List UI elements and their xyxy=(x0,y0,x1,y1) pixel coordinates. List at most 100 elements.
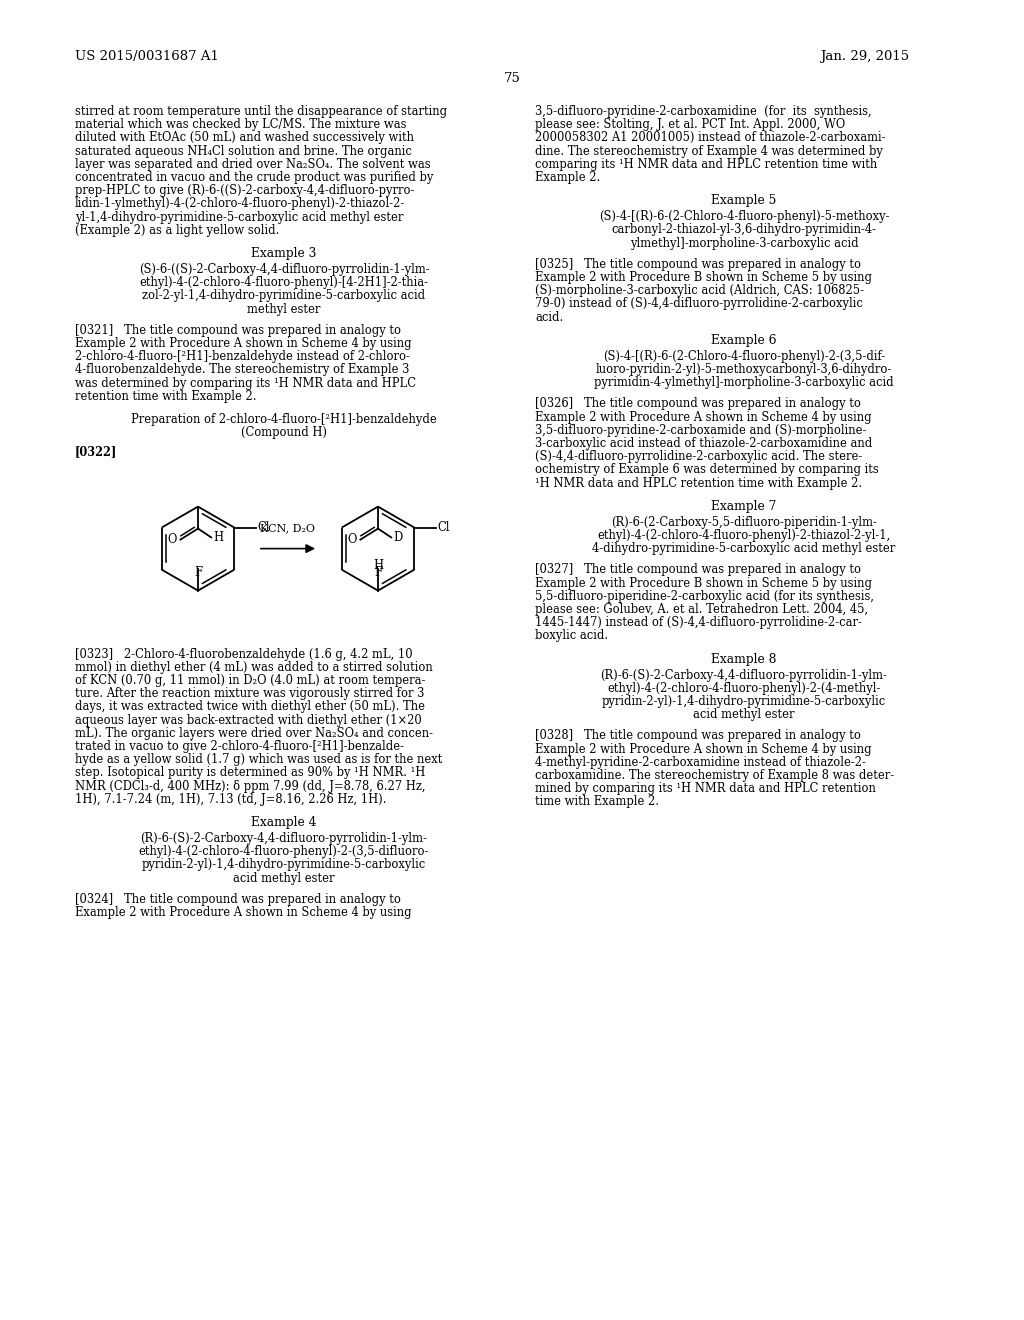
Text: pyridin-2-yl)-1,4-dihydro-pyrimidine-5-carboxylic: pyridin-2-yl)-1,4-dihydro-pyrimidine-5-c… xyxy=(602,696,886,708)
Text: acid methyl ester: acid methyl ester xyxy=(233,871,335,884)
Text: ture. After the reaction mixture was vigorously stirred for 3: ture. After the reaction mixture was vig… xyxy=(75,688,424,700)
Text: diluted with EtOAc (50 mL) and washed successively with: diluted with EtOAc (50 mL) and washed su… xyxy=(75,132,414,144)
Text: aqueous layer was back-extracted with diethyl ether (1×20: aqueous layer was back-extracted with di… xyxy=(75,714,422,726)
Text: KCN, D₂O: KCN, D₂O xyxy=(260,524,315,533)
Text: days, it was extracted twice with diethyl ether (50 mL). The: days, it was extracted twice with diethy… xyxy=(75,701,425,713)
Text: layer was separated and dried over Na₂SO₄. The solvent was: layer was separated and dried over Na₂SO… xyxy=(75,158,431,170)
Text: (R)-6-(2-Carboxy-5,5-difluoro-piperidin-1-ylm-: (R)-6-(2-Carboxy-5,5-difluoro-piperidin-… xyxy=(611,516,877,529)
Text: Example 7: Example 7 xyxy=(712,500,776,512)
Text: prep-HPLC to give (R)-6-((S)-2-carboxy-4,4-difluoro-pyrro-: prep-HPLC to give (R)-6-((S)-2-carboxy-4… xyxy=(75,185,415,197)
Text: 2000058302 A1 20001005) instead of thiazole-2-carboxami-: 2000058302 A1 20001005) instead of thiaz… xyxy=(535,132,886,144)
Text: O: O xyxy=(168,533,177,546)
Text: O: O xyxy=(348,533,357,546)
Text: (Compound H): (Compound H) xyxy=(241,426,327,440)
Text: (R)-6-(S)-2-Carboxy-4,4-difluoro-pyrrolidin-1-ylm-: (R)-6-(S)-2-Carboxy-4,4-difluoro-pyrroli… xyxy=(140,832,427,845)
Text: hyde as a yellow solid (1.7 g) which was used as is for the next: hyde as a yellow solid (1.7 g) which was… xyxy=(75,754,442,766)
Text: (S)-4-[(R)-6-(2-Chloro-4-fluoro-phenyl)-5-methoxy-: (S)-4-[(R)-6-(2-Chloro-4-fluoro-phenyl)-… xyxy=(599,210,889,223)
Text: stirred at room temperature until the disappearance of starting: stirred at room temperature until the di… xyxy=(75,106,447,117)
Text: [0321]   The title compound was prepared in analogy to: [0321] The title compound was prepared i… xyxy=(75,323,401,337)
Text: 4-fluorobenzaldehyde. The stereochemistry of Example 3: 4-fluorobenzaldehyde. The stereochemistr… xyxy=(75,363,410,376)
Text: (S)-morpholine-3-carboxylic acid (Aldrich, CAS: 106825-: (S)-morpholine-3-carboxylic acid (Aldric… xyxy=(535,284,864,297)
Text: (S)-4,4-difluoro-pyrrolidine-2-carboxylic acid. The stere-: (S)-4,4-difluoro-pyrrolidine-2-carboxyli… xyxy=(535,450,862,463)
Text: acid.: acid. xyxy=(535,310,563,323)
Text: Example 6: Example 6 xyxy=(712,334,777,347)
Text: [0322]: [0322] xyxy=(75,445,118,458)
Text: [0326]   The title compound was prepared in analogy to: [0326] The title compound was prepared i… xyxy=(535,397,861,411)
Text: H: H xyxy=(213,531,223,544)
Text: carboxamidine. The stereochemistry of Example 8 was deter-: carboxamidine. The stereochemistry of Ex… xyxy=(535,770,894,781)
Text: Example 2 with Procedure A shown in Scheme 4 by using: Example 2 with Procedure A shown in Sche… xyxy=(75,906,412,919)
Text: [0325]   The title compound was prepared in analogy to: [0325] The title compound was prepared i… xyxy=(535,257,861,271)
Text: D: D xyxy=(393,531,402,544)
Text: pyridin-2-yl)-1,4-dihydro-pyrimidine-5-carboxylic: pyridin-2-yl)-1,4-dihydro-pyrimidine-5-c… xyxy=(142,858,426,871)
Text: dine. The stereochemistry of Example 4 was determined by: dine. The stereochemistry of Example 4 w… xyxy=(535,145,883,157)
Text: material which was checked by LC/MS. The mixture was: material which was checked by LC/MS. The… xyxy=(75,119,407,131)
Text: boxylic acid.: boxylic acid. xyxy=(535,630,608,643)
Text: was determined by comparing its ¹H NMR data and HPLC: was determined by comparing its ¹H NMR d… xyxy=(75,376,416,389)
Text: zol-2-yl-1,4-dihydro-pyrimidine-5-carboxylic acid: zol-2-yl-1,4-dihydro-pyrimidine-5-carbox… xyxy=(142,289,426,302)
Text: 5,5-difluoro-piperidine-2-carboxylic acid (for its synthesis,: 5,5-difluoro-piperidine-2-carboxylic aci… xyxy=(535,590,874,603)
Text: (S)-4-[(R)-6-(2-Chloro-4-fluoro-phenyl)-2-(3,5-dif-: (S)-4-[(R)-6-(2-Chloro-4-fluoro-phenyl)-… xyxy=(603,350,885,363)
Text: 79-0) instead of (S)-4,4-difluoro-pyrrolidine-2-carboxylic: 79-0) instead of (S)-4,4-difluoro-pyrrol… xyxy=(535,297,863,310)
Text: Example 5: Example 5 xyxy=(712,194,776,207)
Text: H: H xyxy=(373,558,383,572)
Text: saturated aqueous NH₄Cl solution and brine. The organic: saturated aqueous NH₄Cl solution and bri… xyxy=(75,145,412,157)
Text: 3,5-difluoro-pyridine-2-carboxamide and (S)-morpholine-: 3,5-difluoro-pyridine-2-carboxamide and … xyxy=(535,424,866,437)
Text: US 2015/0031687 A1: US 2015/0031687 A1 xyxy=(75,50,219,63)
Text: Preparation of 2-chloro-4-fluoro-[²H1]-benzaldehyde: Preparation of 2-chloro-4-fluoro-[²H1]-b… xyxy=(131,413,437,426)
Text: ochemistry of Example 6 was determined by comparing its: ochemistry of Example 6 was determined b… xyxy=(535,463,879,477)
Text: NMR (CDCl₃-d, 400 MHz): δ ppm 7.99 (dd, J=8.78, 6.27 Hz,: NMR (CDCl₃-d, 400 MHz): δ ppm 7.99 (dd, … xyxy=(75,780,426,792)
Text: luoro-pyridin-2-yl)-5-methoxycarbonyl-3,6-dihydro-: luoro-pyridin-2-yl)-5-methoxycarbonyl-3,… xyxy=(596,363,892,376)
Text: F: F xyxy=(194,565,202,578)
Text: Cl: Cl xyxy=(257,521,270,535)
Text: [0328]   The title compound was prepared in analogy to: [0328] The title compound was prepared i… xyxy=(535,730,861,742)
Text: 1445-1447) instead of (S)-4,4-difluoro-pyrrolidine-2-car-: 1445-1447) instead of (S)-4,4-difluoro-p… xyxy=(535,616,862,630)
Text: mmol) in diethyl ether (4 mL) was added to a stirred solution: mmol) in diethyl ether (4 mL) was added … xyxy=(75,661,433,673)
Text: 1H), 7.1-7.24 (m, 1H), 7.13 (td, J=8.16, 2.26 Hz, 1H).: 1H), 7.1-7.24 (m, 1H), 7.13 (td, J=8.16,… xyxy=(75,793,386,805)
Text: Example 4: Example 4 xyxy=(251,816,316,829)
Text: [0327]   The title compound was prepared in analogy to: [0327] The title compound was prepared i… xyxy=(535,564,861,577)
Text: step. Isotopical purity is determined as 90% by ¹H NMR. ¹H: step. Isotopical purity is determined as… xyxy=(75,767,425,779)
Text: (Example 2) as a light yellow solid.: (Example 2) as a light yellow solid. xyxy=(75,224,280,236)
Text: ethyl)-4-(2-chloro-4-fluoro-phenyl)-2-(3,5-difluoro-: ethyl)-4-(2-chloro-4-fluoro-phenyl)-2-(3… xyxy=(139,845,429,858)
Text: yl-1,4-dihydro-pyrimidine-5-carboxylic acid methyl ester: yl-1,4-dihydro-pyrimidine-5-carboxylic a… xyxy=(75,211,403,223)
Text: please see: Golubev, A. et al. Tetrahedron Lett. 2004, 45,: please see: Golubev, A. et al. Tetrahedr… xyxy=(535,603,868,616)
Text: 3,5-difluoro-pyridine-2-carboxamidine  (for  its  synthesis,: 3,5-difluoro-pyridine-2-carboxamidine (f… xyxy=(535,106,871,117)
Text: F: F xyxy=(374,565,382,578)
Text: Example 3: Example 3 xyxy=(251,247,316,260)
Text: Example 2 with Procedure B shown in Scheme 5 by using: Example 2 with Procedure B shown in Sche… xyxy=(535,271,872,284)
Text: Example 2 with Procedure A shown in Scheme 4 by using: Example 2 with Procedure A shown in Sche… xyxy=(535,411,871,424)
Text: of KCN (0.70 g, 11 mmol) in D₂O (4.0 mL) at room tempera-: of KCN (0.70 g, 11 mmol) in D₂O (4.0 mL)… xyxy=(75,675,425,686)
Text: time with Example 2.: time with Example 2. xyxy=(535,796,659,808)
Text: (R)-6-(S)-2-Carboxy-4,4-difluoro-pyrrolidin-1-ylm-: (R)-6-(S)-2-Carboxy-4,4-difluoro-pyrroli… xyxy=(600,669,888,681)
Text: mL). The organic layers were dried over Na₂SO₄ and concen-: mL). The organic layers were dried over … xyxy=(75,727,433,739)
Text: ¹H NMR data and HPLC retention time with Example 2.: ¹H NMR data and HPLC retention time with… xyxy=(535,477,862,490)
Text: concentrated in vacuo and the crude product was purified by: concentrated in vacuo and the crude prod… xyxy=(75,172,433,183)
Text: ethyl)-4-(2-chloro-4-fluoro-phenyl)-[4-2H1]-2-thia-: ethyl)-4-(2-chloro-4-fluoro-phenyl)-[4-2… xyxy=(139,276,428,289)
Text: please see: Stolting, J. et al. PCT Int. Appl. 2000, WO: please see: Stolting, J. et al. PCT Int.… xyxy=(535,119,845,131)
Text: carbonyl-2-thiazol-yl-3,6-dihydro-pyrimidin-4-: carbonyl-2-thiazol-yl-3,6-dihydro-pyrimi… xyxy=(611,223,877,236)
Text: methyl ester: methyl ester xyxy=(248,302,321,315)
Text: 75: 75 xyxy=(504,73,520,84)
Text: (S)-6-((S)-2-Carboxy-4,4-difluoro-pyrrolidin-1-ylm-: (S)-6-((S)-2-Carboxy-4,4-difluoro-pyrrol… xyxy=(138,263,429,276)
Text: lidin-1-ylmethyl)-4-(2-chloro-4-fluoro-phenyl)-2-thiazol-2-: lidin-1-ylmethyl)-4-(2-chloro-4-fluoro-p… xyxy=(75,198,406,210)
Text: Jan. 29, 2015: Jan. 29, 2015 xyxy=(820,50,909,63)
Text: 2-chloro-4-fluoro-[²H1]-benzaldehyde instead of 2-chloro-: 2-chloro-4-fluoro-[²H1]-benzaldehyde ins… xyxy=(75,350,410,363)
Text: ethyl)-4-(2-chloro-4-fluoro-phenyl)-2-(4-methyl-: ethyl)-4-(2-chloro-4-fluoro-phenyl)-2-(4… xyxy=(607,682,881,694)
Text: mined by comparing its ¹H NMR data and HPLC retention: mined by comparing its ¹H NMR data and H… xyxy=(535,783,876,795)
Text: acid methyl ester: acid methyl ester xyxy=(693,709,795,721)
Text: trated in vacuo to give 2-chloro-4-fluoro-[²H1]-benzalde-: trated in vacuo to give 2-chloro-4-fluor… xyxy=(75,741,404,752)
Text: 3-carboxylic acid instead of thiazole-2-carboxamidine and: 3-carboxylic acid instead of thiazole-2-… xyxy=(535,437,872,450)
Text: [0324]   The title compound was prepared in analogy to: [0324] The title compound was prepared i… xyxy=(75,892,400,906)
Text: Example 2.: Example 2. xyxy=(535,172,600,183)
Text: retention time with Example 2.: retention time with Example 2. xyxy=(75,389,256,403)
Text: Example 2 with Procedure B shown in Scheme 5 by using: Example 2 with Procedure B shown in Sche… xyxy=(535,577,872,590)
Text: Example 8: Example 8 xyxy=(712,652,777,665)
Text: [0323]   2-Chloro-4-fluorobenzaldehyde (1.6 g, 4.2 mL, 10: [0323] 2-Chloro-4-fluorobenzaldehyde (1.… xyxy=(75,648,413,660)
Text: ethyl)-4-(2-chloro-4-fluoro-phenyl)-2-thiazol-2-yl-1,: ethyl)-4-(2-chloro-4-fluoro-phenyl)-2-th… xyxy=(597,529,891,543)
Text: comparing its ¹H NMR data and HPLC retention time with: comparing its ¹H NMR data and HPLC reten… xyxy=(535,158,878,170)
Text: ylmethyl]-morpholine-3-carboxylic acid: ylmethyl]-morpholine-3-carboxylic acid xyxy=(630,236,858,249)
Text: Example 2 with Procedure A shown in Scheme 4 by using: Example 2 with Procedure A shown in Sche… xyxy=(535,743,871,755)
Text: Cl: Cl xyxy=(437,521,450,535)
Text: 4-methyl-pyridine-2-carboxamidine instead of thiazole-2-: 4-methyl-pyridine-2-carboxamidine instea… xyxy=(535,756,866,768)
